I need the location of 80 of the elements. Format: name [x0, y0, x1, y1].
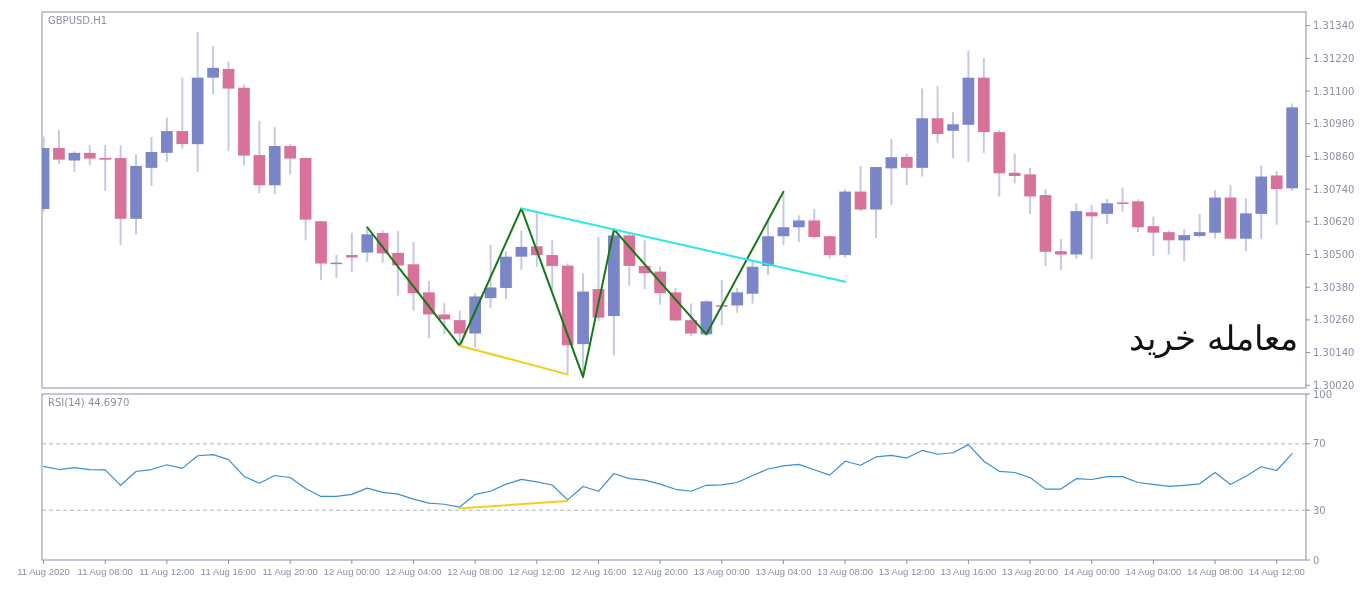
- candlestick: [1055, 238, 1067, 272]
- candlestick: [484, 243, 497, 309]
- candlestick: [515, 229, 528, 272]
- x-tick-label: 11 Aug 12:00: [139, 566, 195, 577]
- y-tick-label: 100: [1313, 388, 1333, 400]
- chart-title: RSI(14) 44.6970: [48, 397, 130, 408]
- candlestick: [161, 116, 173, 163]
- x-tick-label: 12 Aug 20:00: [632, 566, 689, 577]
- y-tick-label: 1.31100: [1313, 85, 1355, 97]
- candlestick: [1024, 166, 1036, 215]
- x-tick-label: 12 Aug 16:00: [570, 566, 627, 577]
- x-tick-label: 14 Aug 00:00: [1063, 566, 1120, 577]
- candlestick: [1193, 212, 1206, 239]
- candlestick: [931, 85, 944, 145]
- y-tick-label: 1.30140: [1313, 347, 1355, 359]
- x-tick-label: 12 Aug 12:00: [508, 566, 565, 577]
- candlestick: [145, 136, 158, 187]
- x-tick-label: 12 Aug 04:00: [385, 566, 442, 577]
- candlestick: [176, 76, 189, 150]
- candlestick: [1270, 170, 1283, 226]
- x-tick-label: 13 Aug 08:00: [817, 566, 874, 577]
- y-tick-label: 1.30500: [1313, 248, 1355, 260]
- candlestick: [854, 165, 867, 213]
- x-tick-label: 13 Aug 04:00: [755, 566, 812, 577]
- x-tick-label: 13 Aug 12:00: [878, 566, 935, 577]
- candlestick: [1147, 215, 1160, 258]
- chart-title: GBPUSD.H1: [48, 15, 108, 26]
- candlestick: [685, 302, 697, 337]
- candlestick: [1116, 186, 1129, 213]
- annotation: معامله خرید: [1129, 318, 1298, 360]
- candlestick: [823, 234, 836, 260]
- y-tick-label: 1.30620: [1313, 216, 1355, 228]
- x-tick-label: 14 Aug 08:00: [1187, 566, 1244, 577]
- candlestick: [222, 60, 235, 152]
- candlestick: [53, 128, 65, 165]
- x-tick-label: 13 Aug 00:00: [693, 566, 750, 577]
- candlestick: [808, 207, 821, 240]
- candlestick: [885, 137, 898, 206]
- x-tick-label: 13 Aug 20:00: [1002, 566, 1059, 577]
- y-tick-label: 1.31340: [1313, 20, 1355, 32]
- x-tick-label: 12 Aug 08:00: [447, 566, 504, 577]
- candlestick: [1178, 227, 1191, 263]
- candlestick: [793, 214, 805, 243]
- y-tick-label: 1.30380: [1313, 281, 1355, 293]
- line-series: [42, 444, 1293, 508]
- y-tick-label: 1.30740: [1313, 183, 1355, 195]
- candlestick: [546, 239, 559, 291]
- y-tick-label: 1.31220: [1313, 52, 1355, 64]
- candlestick: [900, 152, 913, 187]
- candlestick: [1101, 198, 1114, 225]
- y-tick-label: 1.30860: [1313, 150, 1355, 162]
- x-tick-label: 11 Aug 2020: [17, 566, 70, 577]
- y-tick-label: 30: [1313, 504, 1326, 516]
- x-tick-label: 12 Aug 00:00: [323, 566, 380, 577]
- x-tick-label: 11 Aug 20:00: [262, 566, 318, 577]
- candlestick: [99, 144, 112, 192]
- y-tick-label: 1.30020: [1313, 379, 1355, 391]
- candlestick: [731, 287, 744, 314]
- candlestick: [284, 143, 297, 176]
- y-tick-label: 1.30260: [1313, 314, 1355, 326]
- line-series: [366, 190, 785, 379]
- candlestick: [83, 144, 96, 167]
- y-tick-label: 0: [1313, 554, 1320, 566]
- y-tick-label: 70: [1313, 438, 1326, 450]
- candlestick: [1085, 203, 1098, 261]
- x-tick-label: 11 Aug 08:00: [77, 566, 133, 577]
- candlestick: [453, 309, 466, 346]
- candlestick: [1008, 152, 1021, 185]
- x-tick-label: 14 Aug 12:00: [1248, 566, 1305, 577]
- x-tick-label: 13 Aug 16:00: [940, 566, 997, 577]
- x-tick-label: 14 Aug 04:00: [1125, 566, 1182, 577]
- candlestick: [207, 45, 219, 96]
- candlestick: [715, 278, 728, 327]
- candlestick: [777, 193, 790, 247]
- y-tick-label: 1.30980: [1313, 118, 1355, 130]
- candlestick: [1162, 229, 1175, 256]
- candlestick: [361, 226, 374, 263]
- candlestick: [438, 301, 451, 336]
- candlestick: [947, 111, 959, 160]
- x-tick-label: 11 Aug 16:00: [200, 566, 257, 577]
